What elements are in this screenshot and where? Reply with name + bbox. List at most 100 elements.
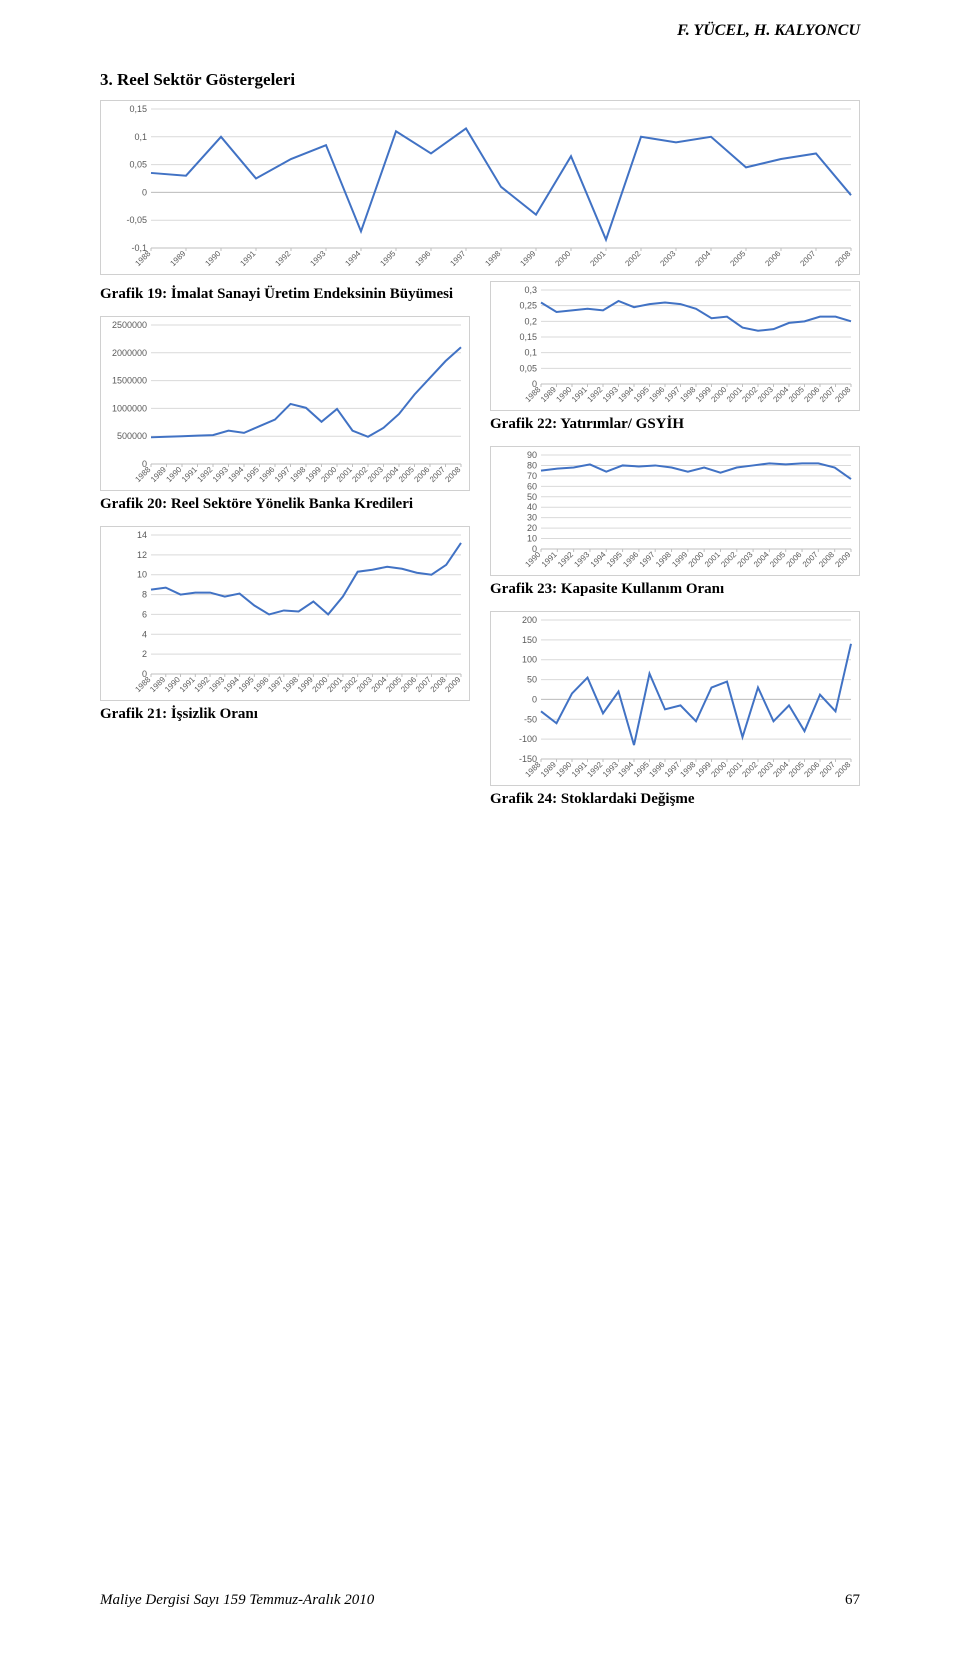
caption-19: Grafik 19: İmalat Sanayi Üretim Endeksin… — [100, 285, 470, 304]
svg-text:1999: 1999 — [304, 464, 323, 483]
svg-text:1997: 1997 — [663, 759, 682, 778]
svg-text:0: 0 — [142, 187, 147, 197]
svg-text:2006: 2006 — [412, 464, 431, 483]
chart-22-block: 00,050,10,150,20,250,3198819891990199119… — [490, 281, 860, 440]
svg-text:1999: 1999 — [296, 674, 315, 693]
svg-text:1993: 1993 — [572, 549, 591, 568]
svg-text:1999: 1999 — [694, 759, 713, 778]
svg-text:200: 200 — [522, 615, 537, 625]
svg-text:30: 30 — [527, 512, 537, 522]
chart-19-block: -0,1-0,0500,050,10,151988198919901991199… — [100, 100, 860, 275]
svg-text:2006: 2006 — [399, 674, 418, 693]
svg-text:2005: 2005 — [384, 674, 403, 693]
chart-23: 0102030405060708090199019911992199319941… — [490, 446, 860, 576]
svg-text:40: 40 — [527, 502, 537, 512]
svg-text:2006: 2006 — [763, 249, 782, 268]
svg-text:1999: 1999 — [518, 249, 537, 268]
svg-text:1990: 1990 — [554, 759, 573, 778]
svg-text:0,15: 0,15 — [129, 104, 147, 114]
two-column-layout: Grafik 19: İmalat Sanayi Üretim Endeksin… — [100, 281, 860, 820]
svg-text:0,05: 0,05 — [519, 363, 537, 373]
svg-text:1992: 1992 — [193, 674, 212, 693]
svg-text:2006: 2006 — [785, 549, 804, 568]
caption-20: Grafik 20: Reel Sektöre Yönelik Banka Kr… — [100, 495, 470, 514]
svg-text:2000: 2000 — [319, 464, 338, 483]
svg-text:1996: 1996 — [621, 549, 640, 568]
svg-text:2002: 2002 — [340, 674, 359, 693]
svg-text:1992: 1992 — [273, 249, 292, 268]
svg-text:2003: 2003 — [756, 759, 775, 778]
svg-text:2002: 2002 — [623, 249, 642, 268]
svg-text:2005: 2005 — [787, 759, 806, 778]
svg-text:0,3: 0,3 — [524, 285, 537, 295]
svg-text:1990: 1990 — [164, 464, 183, 483]
svg-text:0,1: 0,1 — [524, 348, 537, 358]
svg-text:1992: 1992 — [585, 759, 604, 778]
svg-text:1994: 1994 — [226, 464, 245, 483]
svg-text:1990: 1990 — [163, 674, 182, 693]
svg-text:1994: 1994 — [343, 249, 362, 268]
svg-text:2000: 2000 — [687, 549, 706, 568]
svg-text:2006: 2006 — [802, 385, 821, 404]
svg-text:1993: 1993 — [308, 249, 327, 268]
svg-text:2005: 2005 — [397, 464, 416, 483]
svg-text:1500000: 1500000 — [112, 375, 147, 385]
svg-text:0,25: 0,25 — [519, 301, 537, 311]
chart-19: -0,1-0,0500,050,10,151988198919901991199… — [100, 100, 860, 275]
svg-text:60: 60 — [527, 481, 537, 491]
svg-text:1998: 1998 — [483, 249, 502, 268]
page: F. YÜCEL, H. KALYONCU 3. Reel Sektör Gös… — [0, 0, 960, 1659]
svg-text:2001: 2001 — [325, 674, 344, 693]
chart-20-block: 0500000100000015000002000000250000019881… — [100, 316, 470, 520]
svg-text:2008: 2008 — [443, 464, 462, 483]
svg-text:1996: 1996 — [647, 385, 666, 404]
svg-text:1997: 1997 — [638, 549, 657, 568]
svg-text:2500000: 2500000 — [112, 320, 147, 330]
svg-text:2000: 2000 — [709, 385, 728, 404]
svg-text:0,15: 0,15 — [519, 332, 537, 342]
footer-left: Maliye Dergisi Sayı 159 Temmuz-Aralık 20… — [100, 1592, 374, 1609]
svg-text:1992: 1992 — [195, 464, 214, 483]
caption-21: Grafik 21: İşsizlik Oranı — [100, 705, 470, 724]
svg-text:1996: 1996 — [257, 464, 276, 483]
chart-21: 0246810121419881989199019911992199319941… — [100, 526, 470, 701]
svg-text:100: 100 — [522, 654, 537, 664]
svg-text:2004: 2004 — [752, 549, 771, 568]
svg-text:0: 0 — [532, 694, 537, 704]
svg-text:1989: 1989 — [539, 759, 558, 778]
svg-text:1989: 1989 — [149, 464, 168, 483]
svg-text:1988: 1988 — [133, 674, 152, 693]
chart-21-block: 0246810121419881989199019911992199319941… — [100, 526, 470, 730]
footer-page-number: 67 — [845, 1592, 860, 1609]
svg-text:2004: 2004 — [771, 759, 790, 778]
svg-text:1997: 1997 — [273, 464, 292, 483]
left-column: Grafik 19: İmalat Sanayi Üretim Endeksin… — [100, 281, 470, 820]
svg-text:2008: 2008 — [429, 674, 448, 693]
svg-text:1990: 1990 — [554, 385, 573, 404]
svg-text:1993: 1993 — [207, 674, 226, 693]
svg-text:1989: 1989 — [148, 674, 167, 693]
running-header: F. YÜCEL, H. KALYONCU — [677, 22, 860, 40]
svg-text:1990: 1990 — [523, 549, 542, 568]
svg-text:2003: 2003 — [366, 464, 385, 483]
svg-text:1993: 1993 — [601, 385, 620, 404]
svg-text:2000: 2000 — [709, 759, 728, 778]
svg-text:2006: 2006 — [802, 759, 821, 778]
svg-text:1998: 1998 — [281, 674, 300, 693]
svg-text:10: 10 — [527, 533, 537, 543]
svg-text:2001: 2001 — [588, 249, 607, 268]
svg-text:1996: 1996 — [647, 759, 666, 778]
svg-text:1992: 1992 — [585, 385, 604, 404]
chart-23-block: 0102030405060708090199019911992199319941… — [490, 446, 860, 605]
svg-text:2002: 2002 — [740, 385, 759, 404]
svg-text:12: 12 — [137, 549, 147, 559]
svg-text:1994: 1994 — [616, 385, 635, 404]
svg-text:1992: 1992 — [556, 549, 575, 568]
svg-text:1991: 1991 — [238, 249, 257, 268]
svg-text:2008: 2008 — [833, 759, 852, 778]
caption-22: Grafik 22: Yatırımlar/ GSYİH — [490, 415, 860, 434]
chart-24-block: -150-100-5005010015020019881989199019911… — [490, 611, 860, 815]
svg-text:2004: 2004 — [370, 674, 389, 693]
svg-text:1993: 1993 — [211, 464, 230, 483]
svg-text:-100: -100 — [519, 734, 537, 744]
